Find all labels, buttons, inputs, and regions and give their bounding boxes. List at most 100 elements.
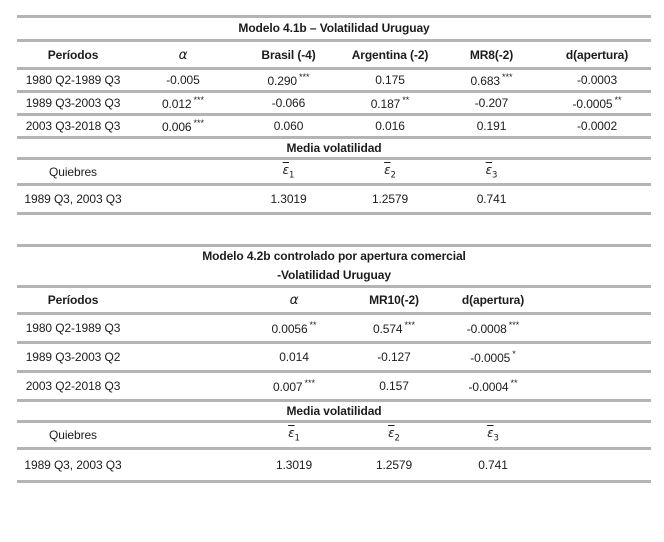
value-text: 0.012 bbox=[161, 97, 192, 111]
significance-stars: ** bbox=[309, 320, 317, 330]
value-text: -0.0005 bbox=[572, 97, 613, 111]
empty-cell bbox=[129, 314, 241, 343]
value-cell: -0.0005 ** bbox=[543, 92, 651, 115]
epsilon-glyph: ε bbox=[282, 162, 290, 177]
value-text: -0.005 bbox=[166, 73, 200, 87]
media-row: Media volatilidad bbox=[17, 401, 652, 422]
empty-cell bbox=[543, 159, 651, 185]
epsilon-glyph: ε bbox=[485, 162, 493, 177]
value-cell: -0.0005 * bbox=[441, 343, 545, 372]
epsilon-glyph: ε bbox=[388, 426, 395, 441]
value-text: 0.060 bbox=[273, 119, 304, 133]
title-row: Modelo 4.1b – Volatilidad Uruguay bbox=[17, 17, 652, 41]
significance-stars: *** bbox=[502, 72, 513, 82]
table-body: Modelo 4.1b – Volatilidad Uruguay Período… bbox=[17, 17, 652, 214]
value-cell: -0.207 bbox=[440, 92, 543, 115]
value-cell: -0.127 bbox=[347, 343, 441, 372]
empty-cell bbox=[129, 287, 241, 314]
quiebres-row: Quiebres ε1 ε2 ε3 bbox=[17, 422, 652, 449]
value-text: 0.007 bbox=[272, 380, 303, 394]
value-cell: 0.0056 ** bbox=[241, 314, 347, 343]
table-title: Modelo 4.1b – Volatilidad Uruguay bbox=[17, 17, 651, 41]
value-text: -0.0002 bbox=[577, 119, 618, 133]
empty-cell bbox=[545, 449, 651, 482]
break-value-cell: 0.741 bbox=[478, 458, 508, 472]
breaks-row: 1989 Q3, 2003 Q3 1.3019 1.2579 0.741 bbox=[17, 449, 652, 482]
column-header: d(apertura) bbox=[565, 47, 629, 62]
epsilon-cell: ε2 bbox=[347, 422, 441, 449]
epsilon-glyph: ε bbox=[487, 426, 494, 441]
value-cell: 0.191 bbox=[440, 115, 543, 138]
significance-stars: *** bbox=[299, 72, 310, 82]
value-text: -0.207 bbox=[474, 96, 509, 110]
table-row: 1989 Q3-2003 Q3 0.012 *** -0.066 0.187 ** -0.2… bbox=[17, 92, 652, 115]
column-header: MR8(-2) bbox=[469, 47, 514, 62]
media-volatilidad-label: Media volatilidad bbox=[286, 404, 382, 418]
value-text: -0.0005 bbox=[470, 351, 511, 365]
quiebres-label: Quiebres bbox=[49, 164, 97, 179]
value-cell: 0.187 ** bbox=[340, 92, 440, 115]
empty-cell bbox=[545, 314, 651, 343]
title-row: Modelo 4.2b controlado por apertura come… bbox=[17, 246, 652, 287]
column-header: Períodos bbox=[47, 47, 99, 62]
break-value-cell: 1.2579 bbox=[375, 458, 413, 472]
table-row: 1980 Q2-1989 Q3 -0.005 0.290 *** 0.175 0.683 *… bbox=[17, 69, 652, 92]
significance-stars: *** bbox=[404, 320, 416, 330]
empty-cell bbox=[545, 343, 651, 372]
epsilon-cell: ε1 bbox=[241, 422, 347, 449]
significance-stars: *** bbox=[304, 378, 316, 388]
value-text: 0.006 bbox=[161, 120, 192, 134]
column-header: d(apertura) bbox=[461, 293, 525, 307]
empty-cell bbox=[545, 287, 651, 314]
value-text: 0.014 bbox=[279, 350, 309, 364]
modelo-4-2b-table: Modelo 4.2b controlado por apertura come… bbox=[17, 244, 652, 483]
table-row: 2003 Q3-2018 Q3 0.006 *** 0.060 0.016 0.191 -0… bbox=[17, 115, 652, 138]
empty-cell bbox=[129, 343, 241, 372]
epsilon-cell: ε3 bbox=[440, 159, 543, 185]
value-cell: 0.060 bbox=[237, 115, 340, 138]
column-header: MR10(-2) bbox=[369, 293, 419, 307]
epsilon-cell: ε3 bbox=[441, 422, 545, 449]
epsilon-glyph: ε bbox=[288, 426, 295, 441]
epsilon-cell: ε1 bbox=[237, 159, 340, 185]
empty-cell bbox=[545, 372, 651, 401]
value-text: -0.0003 bbox=[577, 73, 618, 87]
empty-cell bbox=[129, 449, 241, 482]
breaks-label: 1989 Q3, 2003 Q3 bbox=[24, 458, 122, 472]
epsilon-symbol: ε3 bbox=[487, 426, 499, 443]
epsilon-cell: ε2 bbox=[340, 159, 440, 185]
value-cell: -0.0002 bbox=[543, 115, 651, 138]
value-cell: 0.157 bbox=[347, 372, 441, 401]
epsilon-symbol: ε1 bbox=[288, 426, 300, 443]
quiebres-row: Quiebres ε1 ε2 ε3 bbox=[17, 159, 652, 185]
value-cell: -0.0004 ** bbox=[441, 372, 545, 401]
value-cell: -0.005 bbox=[129, 69, 237, 92]
table-body: Modelo 4.2b controlado por apertura come… bbox=[17, 246, 652, 482]
significance-stars: ** bbox=[402, 95, 410, 105]
value-cell: 0.012 *** bbox=[129, 92, 237, 115]
table-row: 2003 Q2-2018 Q3 0.007 *** 0.157 -0.0004 ** bbox=[17, 372, 652, 401]
epsilon-subscript: 1 bbox=[294, 433, 300, 444]
value-text: 0.157 bbox=[379, 379, 409, 393]
column-header: α bbox=[289, 292, 299, 308]
value-text: 0.191 bbox=[476, 119, 507, 133]
empty-cell bbox=[129, 159, 237, 185]
value-text: -0.0008 bbox=[466, 322, 507, 336]
significance-stars: *** bbox=[193, 118, 205, 128]
value-cell: 0.290 *** bbox=[237, 69, 340, 92]
breaks-row: 1989 Q3, 2003 Q3 1.3019 1.2579 0.741 bbox=[17, 185, 652, 214]
epsilon-subscript: 1 bbox=[289, 170, 295, 181]
media-volatilidad-label: Media volatilidad bbox=[286, 141, 382, 155]
epsilon-subscript: 3 bbox=[492, 170, 498, 181]
value-text: 0.175 bbox=[375, 73, 405, 87]
table-row: 1980 Q2-1989 Q3 0.0056 ** 0.574 *** -0.0008 **… bbox=[17, 314, 652, 343]
epsilon-subscript: 2 bbox=[390, 170, 396, 181]
value-text: 0.574 bbox=[372, 322, 403, 336]
header-row: Períodos α MR10(-2) d(apertura) bbox=[17, 287, 652, 314]
value-text: 0.683 bbox=[470, 74, 500, 88]
value-text: 0.0056 bbox=[271, 322, 308, 336]
value-cell: 0.006 *** bbox=[129, 115, 237, 138]
table-title-line: -Volatilidad Uruguay bbox=[277, 268, 391, 282]
epsilon-symbol: ε2 bbox=[388, 426, 400, 443]
value-text: 0.016 bbox=[375, 119, 405, 133]
